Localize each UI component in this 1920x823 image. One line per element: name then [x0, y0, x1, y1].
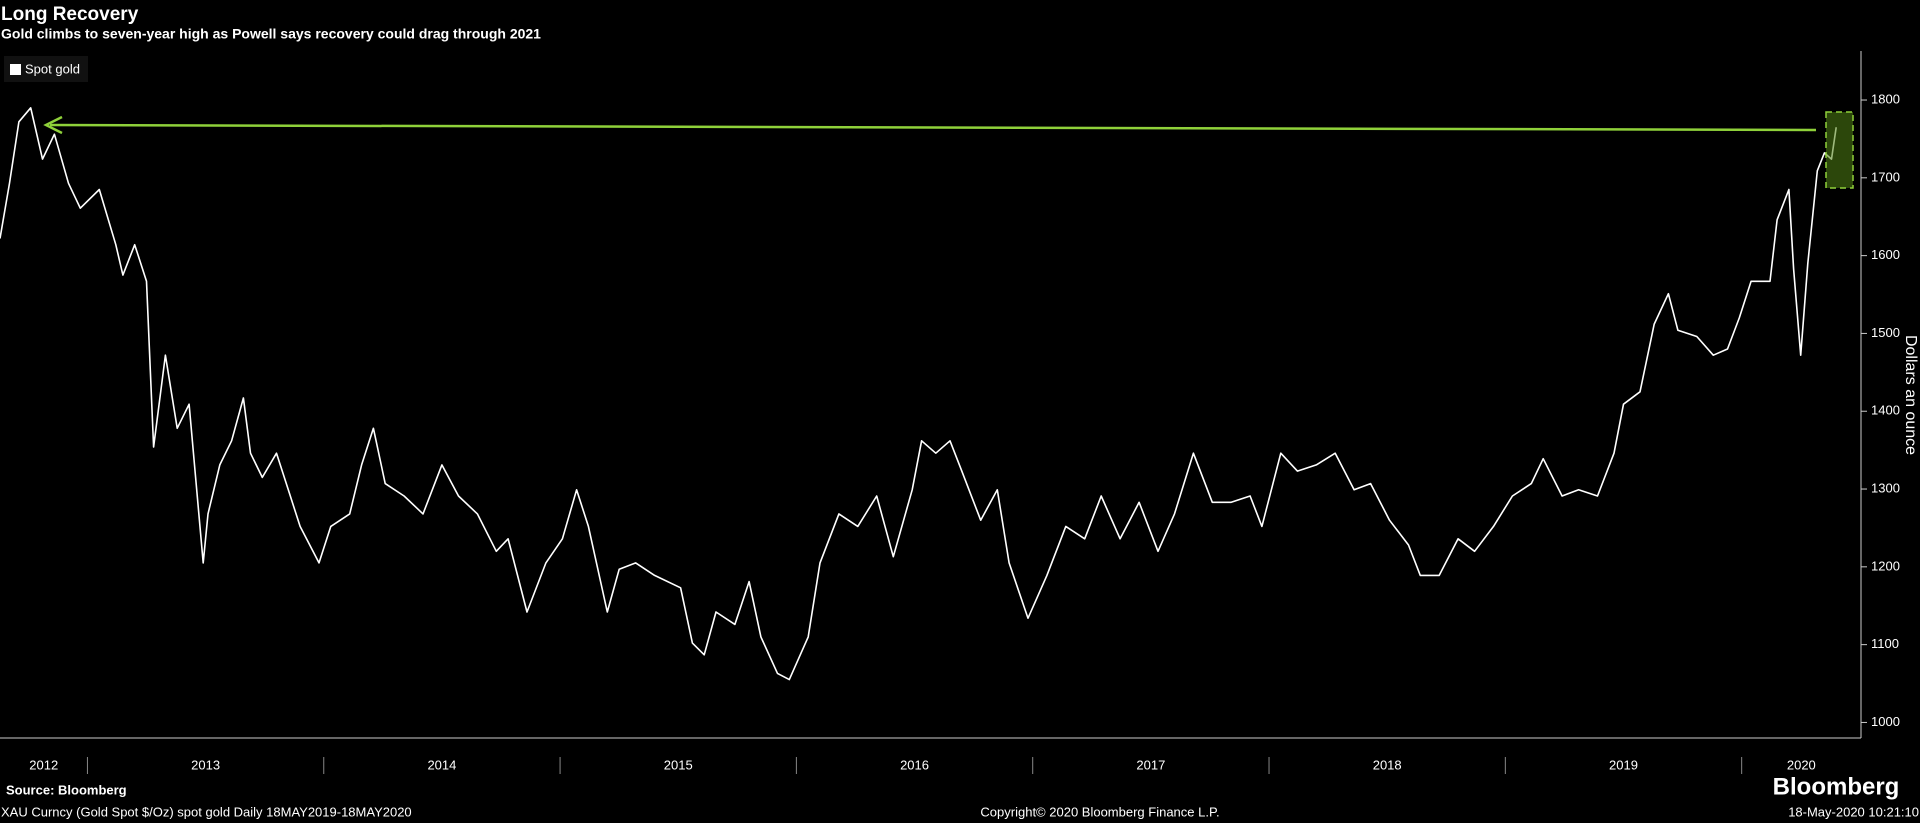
legend-label: Spot gold — [25, 61, 80, 76]
y-axis-label: Dollars an ounce — [1902, 335, 1919, 455]
y-tick-label: 1000 — [1871, 714, 1900, 729]
arrow-line — [49, 123, 1817, 132]
chart-title: Long Recovery — [1, 4, 139, 25]
line-series — [0, 107, 1837, 681]
footer-right: 18-May-2020 10:21:10 — [1788, 804, 1919, 819]
arrow-head — [43, 115, 63, 135]
brand: Bloomberg — [1773, 773, 1900, 800]
y-tick-label: 1600 — [1871, 247, 1900, 262]
highlight-box — [1825, 111, 1854, 189]
x-tick-label: 2018 — [1373, 757, 1402, 772]
x-tick-label: 2016 — [900, 757, 929, 772]
y-tick-label: 1500 — [1871, 325, 1900, 340]
x-tick-label: 2020 — [1787, 757, 1816, 772]
chart-subtitle: Gold climbs to seven-year high as Powell… — [1, 26, 541, 42]
legend-swatch — [10, 64, 21, 75]
y-tick-label: 1300 — [1871, 480, 1900, 495]
y-tick-label: 1400 — [1871, 403, 1900, 418]
y-tick-label: 1800 — [1871, 91, 1900, 106]
x-tick-label: 2013 — [191, 757, 220, 772]
source: Source: Bloomberg — [6, 782, 127, 797]
x-tick-label: 2017 — [1136, 757, 1165, 772]
footer-left: XAU Curncy (Gold Spot $/Oz) spot gold Da… — [1, 804, 412, 819]
legend: Spot gold — [4, 56, 88, 82]
y-tick-label: 1700 — [1871, 169, 1900, 184]
x-tick-label: 2019 — [1609, 757, 1638, 772]
x-tick-label: 2015 — [664, 757, 693, 772]
footer-center: Copyright© 2020 Bloomberg Finance L.P. — [980, 804, 1219, 819]
x-tick-label: 2012 — [29, 757, 58, 772]
y-tick-label: 1200 — [1871, 558, 1900, 573]
x-tick-label: 2014 — [427, 757, 456, 772]
y-tick-label: 1100 — [1871, 636, 1899, 651]
